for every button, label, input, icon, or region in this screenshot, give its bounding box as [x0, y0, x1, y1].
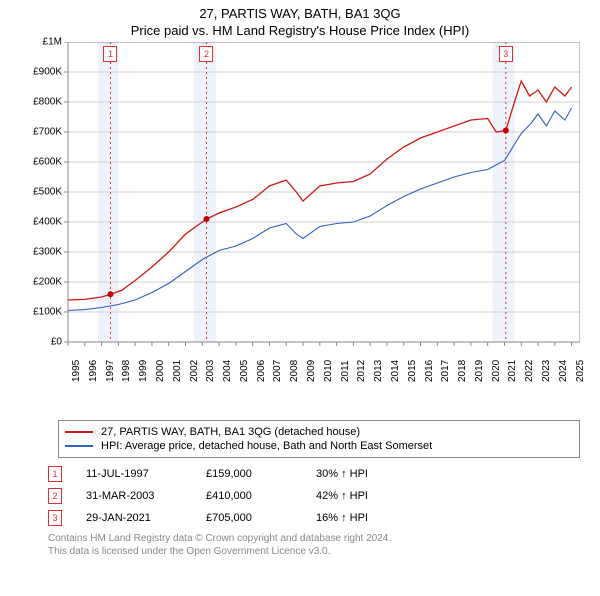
- legend-item-hpi: HPI: Average price, detached house, Bath…: [65, 439, 573, 453]
- x-tick-label: 2024: [558, 360, 569, 382]
- sale-price-3: £705,000: [206, 512, 316, 524]
- sale-date-1: 11-JUL-1997: [86, 468, 206, 480]
- sale-marker-box-2: 2: [199, 46, 213, 62]
- x-tick-label: 2001: [172, 360, 183, 382]
- x-tick-label: 1998: [121, 360, 132, 382]
- legend: 27, PARTIS WAY, BATH, BA1 3QG (detached …: [58, 420, 580, 458]
- sale-row-1: 1 11-JUL-1997 £159,000 30% ↑ HPI: [48, 466, 580, 482]
- x-tick-label: 1996: [88, 360, 99, 382]
- y-tick-label: £600K: [33, 157, 62, 168]
- legend-item-property: 27, PARTIS WAY, BATH, BA1 3QG (detached …: [65, 425, 573, 439]
- legend-label-hpi: HPI: Average price, detached house, Bath…: [101, 440, 432, 452]
- chart-plot-area: £0 £100K £200K £300K £400K £500K £600K £700K £80…: [20, 42, 580, 382]
- y-tick-label: £900K: [33, 67, 62, 78]
- sale-date-3: 29-JAN-2021: [86, 512, 206, 524]
- sale-price-1: £159,000: [206, 468, 316, 480]
- attribution-line1: Contains HM Land Registry data © Crown c…: [48, 532, 580, 545]
- x-tick-label: 1997: [105, 360, 116, 382]
- sale-pct-1: 30% ↑ HPI: [316, 468, 368, 480]
- x-tick-label: 2017: [440, 360, 451, 382]
- sale-marker-box-1: 1: [103, 46, 117, 62]
- x-tick-label: 2020: [491, 360, 502, 382]
- y-tick-label: £300K: [33, 247, 62, 258]
- x-tick-label: 2013: [373, 360, 384, 382]
- x-tick-label: 2018: [457, 360, 468, 382]
- chart-container: 27, PARTIS WAY, BATH, BA1 3QG Price paid…: [0, 6, 600, 596]
- x-tick-label: 1999: [138, 360, 149, 382]
- legend-swatch-property: [65, 431, 93, 433]
- sale-price-2: £410,000: [206, 490, 316, 502]
- x-tick-label: 2011: [340, 360, 351, 382]
- legend-label-property: 27, PARTIS WAY, BATH, BA1 3QG (detached …: [101, 426, 360, 438]
- x-tick-label: 2010: [323, 360, 334, 382]
- x-tick-label: 2019: [474, 360, 485, 382]
- x-tick-label: 2006: [256, 360, 267, 382]
- x-tick-label: 2016: [424, 360, 435, 382]
- x-tick-label: 2023: [541, 360, 552, 382]
- chart-title: 27, PARTIS WAY, BATH, BA1 3QG: [0, 6, 600, 21]
- x-tick-label: 2008: [289, 360, 300, 382]
- sale-marker-box-3: 3: [499, 46, 513, 62]
- y-tick-label: £1M: [43, 37, 62, 48]
- x-tick-label: 2002: [189, 360, 200, 382]
- x-tick-label: 2014: [390, 360, 401, 382]
- y-tick-label: £800K: [33, 97, 62, 108]
- x-tick-label: 2021: [507, 360, 518, 382]
- x-tick-label: 2009: [306, 360, 317, 382]
- x-tick-label: 2000: [155, 360, 166, 382]
- attribution-line2: This data is licensed under the Open Gov…: [48, 545, 580, 558]
- x-tick-label: 2003: [205, 360, 216, 382]
- sale-marker-1: 1: [48, 466, 62, 482]
- x-tick-label: 1995: [71, 360, 82, 382]
- attribution: Contains HM Land Registry data © Crown c…: [48, 532, 580, 558]
- sale-marker-3: 3: [48, 510, 62, 526]
- y-tick-label: £700K: [33, 127, 62, 138]
- y-tick-label: £500K: [33, 187, 62, 198]
- x-tick-label: 2007: [272, 360, 283, 382]
- x-tick-label: 2012: [356, 360, 367, 382]
- legend-swatch-hpi: [65, 445, 93, 447]
- sale-date-2: 31-MAR-2003: [86, 490, 206, 502]
- x-tick-label: 2015: [407, 360, 418, 382]
- chart-svg: [20, 42, 580, 382]
- y-tick-label: £0: [51, 337, 62, 348]
- sale-row-3: 3 29-JAN-2021 £705,000 16% ↑ HPI: [48, 510, 580, 526]
- y-tick-label: £100K: [33, 307, 62, 318]
- chart-subtitle: Price paid vs. HM Land Registry's House …: [0, 23, 600, 38]
- sale-pct-2: 42% ↑ HPI: [316, 490, 368, 502]
- x-tick-label: 2025: [575, 360, 586, 382]
- sales-table: 1 11-JUL-1997 £159,000 30% ↑ HPI 2 31-MA…: [48, 466, 580, 526]
- sale-row-2: 2 31-MAR-2003 £410,000 42% ↑ HPI: [48, 488, 580, 504]
- x-tick-label: 2004: [222, 360, 233, 382]
- sale-pct-3: 16% ↑ HPI: [316, 512, 368, 524]
- x-tick-label: 2022: [524, 360, 535, 382]
- x-tick-label: 2005: [239, 360, 250, 382]
- y-tick-label: £200K: [33, 277, 62, 288]
- y-tick-label: £400K: [33, 217, 62, 228]
- sale-marker-2: 2: [48, 488, 62, 504]
